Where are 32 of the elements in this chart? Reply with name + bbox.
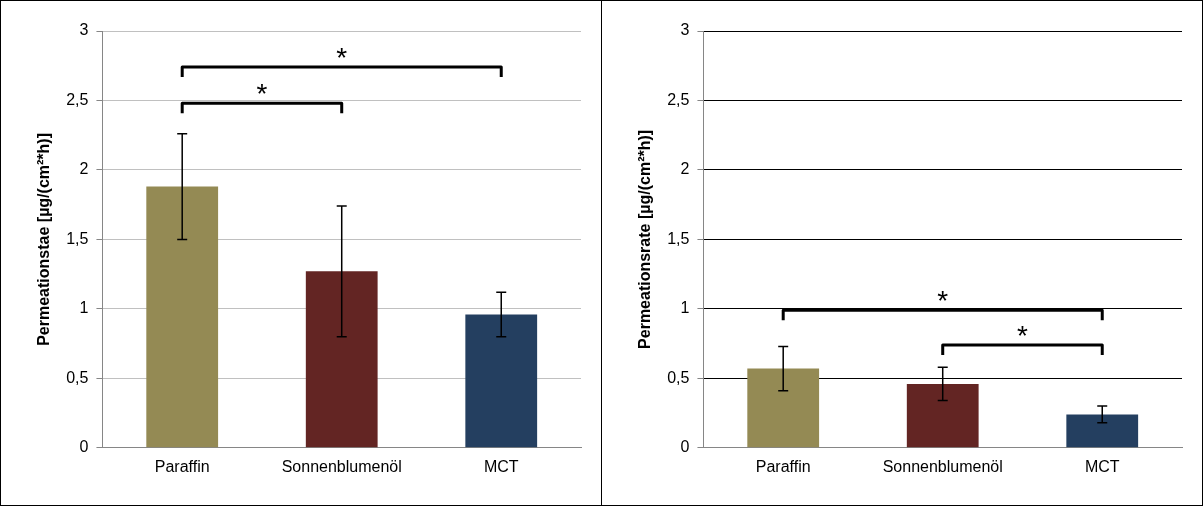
y-tick-label: 2 xyxy=(680,160,690,178)
x-tick-label: Paraffin xyxy=(154,457,210,475)
y-tick-label: 1,5 xyxy=(66,229,89,247)
y-tick-label: 3 xyxy=(79,21,89,39)
bar xyxy=(146,186,219,448)
annotation: * xyxy=(937,284,949,316)
y-tick-label: 0 xyxy=(79,438,89,456)
bar xyxy=(747,368,820,448)
y-tick-label: 1 xyxy=(79,299,89,317)
y-axis-title: Permeationstae [µg/(cm²*h)] xyxy=(35,132,53,346)
bar xyxy=(465,314,538,448)
y-tick-label: 2 xyxy=(79,160,89,178)
annotation: * xyxy=(336,41,348,73)
annotation: * xyxy=(256,77,268,109)
y-tick-label: 0,5 xyxy=(66,368,89,386)
x-tick-label: Sonnenblumenöl xyxy=(882,457,1003,475)
bar xyxy=(906,383,979,448)
x-tick-label: Paraffin xyxy=(755,457,811,475)
y-tick-label: 3 xyxy=(680,21,690,39)
x-tick-label: MCT xyxy=(1084,457,1120,475)
y-tick-label: 1 xyxy=(680,299,690,317)
y-axis-title: Permeationsrate [µg/(cm²*h)] xyxy=(636,129,654,349)
annotation: * xyxy=(1017,319,1029,351)
y-tick-label: 2,5 xyxy=(66,90,89,108)
x-tick-label: Sonnenblumenöl xyxy=(281,457,402,475)
y-tick-label: 1,5 xyxy=(667,229,690,247)
y-tick-label: 0 xyxy=(680,438,690,456)
y-tick-label: 0,5 xyxy=(667,368,690,386)
y-tick-label: 2,5 xyxy=(667,90,690,108)
bar xyxy=(305,271,378,448)
x-tick-label: MCT xyxy=(483,457,519,475)
bar xyxy=(1066,414,1139,448)
